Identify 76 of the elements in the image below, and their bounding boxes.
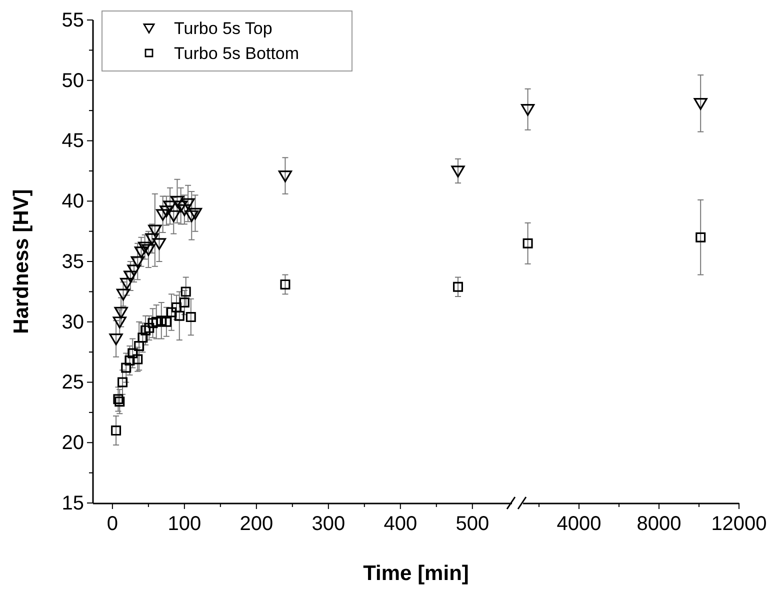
point [174, 200, 188, 212]
point [161, 316, 172, 327]
point [186, 312, 196, 322]
x-tick-label: 8000 [636, 513, 682, 535]
point [128, 348, 138, 358]
x-tick-label: 300 [312, 513, 346, 535]
point [132, 354, 143, 364]
point [144, 322, 154, 333]
point [453, 282, 464, 292]
point [181, 198, 195, 210]
point [166, 210, 180, 222]
point [145, 233, 159, 246]
y-axis-title: Hardness [HV] [10, 189, 33, 334]
y-tick-label: 25 [62, 372, 84, 394]
point [148, 224, 162, 237]
y-tick-label: 55 [62, 9, 84, 32]
point [111, 426, 122, 436]
x-tick-label: 4000 [556, 513, 602, 535]
point [184, 210, 198, 222]
y-tick-label: 35 [62, 250, 84, 273]
point [522, 238, 533, 248]
point [160, 205, 174, 218]
point [109, 333, 123, 346]
x-tick-label: 100 [168, 513, 202, 535]
point [140, 325, 151, 336]
point [113, 394, 124, 404]
x-tick-label: 200 [240, 513, 274, 535]
point [521, 104, 535, 116]
point [134, 341, 144, 352]
point [172, 302, 182, 312]
x-tick-label: 0 [106, 513, 118, 535]
point [127, 264, 141, 276]
point [152, 238, 166, 250]
point [166, 307, 176, 318]
point [174, 310, 184, 321]
point [694, 98, 708, 110]
y-tick-label: 30 [62, 311, 84, 334]
point [179, 298, 190, 308]
x-tick-label: 400 [384, 513, 418, 535]
point [118, 377, 128, 388]
point [116, 288, 130, 301]
point [151, 316, 162, 327]
point [114, 396, 125, 407]
point [130, 256, 144, 268]
legend-label: Turbo 5s Top [174, 18, 272, 38]
point [451, 166, 465, 178]
point [178, 204, 192, 216]
point [124, 356, 135, 366]
y-tick-label: 40 [62, 190, 84, 213]
y-tick-label: 45 [62, 130, 84, 152]
point [138, 242, 152, 254]
point [120, 278, 134, 290]
point [142, 244, 156, 256]
y-tick-label: 15 [62, 492, 84, 514]
point [188, 208, 202, 220]
point [156, 209, 170, 221]
point [134, 246, 148, 258]
point [696, 232, 706, 242]
point [280, 279, 290, 290]
point [121, 362, 132, 373]
point [148, 318, 158, 328]
legend-label: Turbo 5s Bottom [174, 44, 300, 63]
point [170, 196, 184, 208]
point [180, 286, 191, 297]
point [112, 316, 126, 328]
x-axis-title: Time [min] [363, 562, 469, 585]
x-tick-label: 12000 [711, 513, 767, 535]
point [138, 332, 148, 343]
y-tick-label: 20 [62, 432, 84, 454]
point [156, 316, 166, 326]
point [278, 170, 292, 182]
point [163, 200, 177, 212]
x-tick-label: 500 [456, 513, 490, 535]
y-tick-label: 50 [62, 70, 84, 92]
point [124, 270, 138, 282]
point [114, 306, 128, 319]
